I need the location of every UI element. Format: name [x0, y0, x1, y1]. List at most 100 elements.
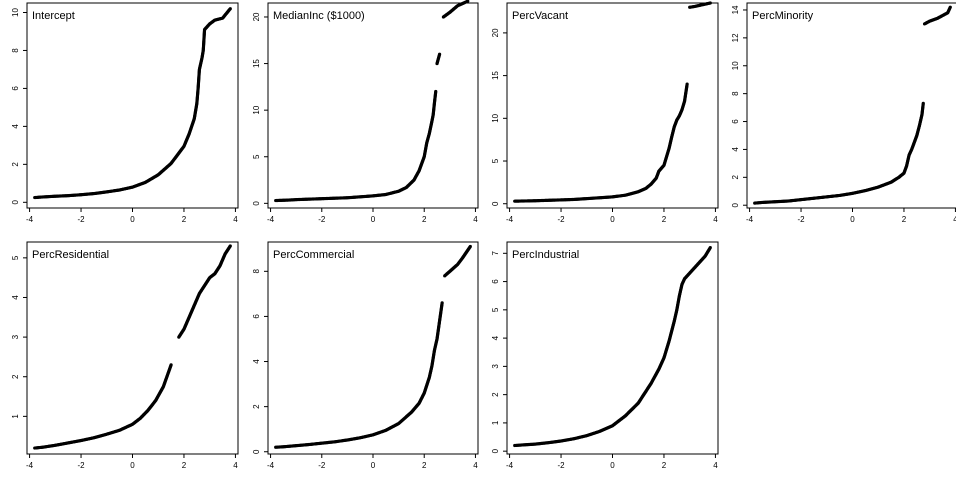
y-tick-label: 20 — [491, 28, 500, 37]
x-tick-label: 4 — [233, 215, 238, 224]
y-tick-label: 10 — [731, 61, 740, 70]
x-tick-label: -4 — [26, 215, 34, 224]
y-tick-label: 3 — [491, 364, 500, 369]
x-tick-label: -2 — [318, 215, 326, 224]
y-tick-label: 15 — [252, 59, 261, 68]
y-tick-label: 4 — [11, 124, 20, 129]
x-tick-label: -4 — [26, 461, 34, 470]
x-tick-label: 4 — [953, 215, 956, 224]
panel-title: MedianInc ($1000) — [273, 10, 365, 22]
y-tick-label: 5 — [491, 158, 500, 163]
data-point — [437, 52, 442, 56]
x-tick-label: 2 — [902, 215, 907, 224]
x-tick-label: 0 — [130, 215, 135, 224]
x-axis: -4 -2 0 2 4 — [746, 208, 956, 224]
y-tick-label: 4 — [491, 335, 500, 340]
y-tick-label: 2 — [11, 374, 20, 379]
data-point — [228, 244, 232, 248]
y-axis: 0 5 10 15 20 — [252, 12, 268, 206]
x-tick-label: 2 — [422, 215, 427, 224]
data-point — [466, 0, 470, 3]
panel-title: PercIndustrial — [512, 249, 579, 261]
y-tick-label: 2 — [11, 162, 20, 167]
data-point — [685, 82, 689, 86]
x-tick-label: 2 — [662, 215, 667, 224]
x-tick-label: 0 — [850, 215, 855, 224]
x-axis: -4 -2 0 2 4 — [267, 208, 478, 224]
x-tick-label: -4 — [506, 215, 514, 224]
x-tick-label: 4 — [713, 215, 718, 224]
y-tick-label: 3 — [11, 334, 20, 339]
x-tick-label: 0 — [371, 461, 376, 470]
y-axis: 0 2 4 6 8 — [252, 269, 268, 454]
qq-panel: MedianInc ($1000) -4 -2 0 2 4 0 5 10 15 20 — [252, 0, 479, 224]
plot-frame — [267, 2, 479, 209]
data-point — [434, 89, 438, 94]
plot-frame — [506, 2, 719, 209]
qq-panel: PercVacant -4 -2 0 2 4 0 5 10 15 20 — [491, 1, 719, 224]
y-tick-label: 0 — [491, 201, 500, 206]
data-point — [468, 244, 472, 249]
x-tick-label: 4 — [233, 461, 238, 470]
x-axis: -4 -2 0 2 4 — [267, 454, 478, 470]
y-tick-label: 14 — [731, 5, 740, 14]
x-tick-label: -2 — [557, 461, 565, 470]
y-tick-label: 1 — [11, 414, 20, 419]
plot-frame — [26, 2, 239, 209]
x-tick-label: 2 — [422, 461, 427, 470]
qq-panel: PercIndustrial -4 -2 0 2 4 0 1 2 3 4 5 6 7 — [491, 241, 719, 470]
y-tick-label: 12 — [731, 33, 740, 42]
data-point — [228, 7, 232, 11]
y-tick-label: 0 — [731, 202, 740, 207]
y-tick-label: 6 — [491, 279, 500, 284]
y-tick-label: 2 — [731, 175, 740, 180]
x-tick-label: -4 — [506, 461, 514, 470]
x-axis: -4 -2 0 2 4 — [506, 454, 718, 470]
y-axis: 0 1 2 3 4 5 6 7 — [491, 251, 507, 453]
y-tick-label: 0 — [11, 200, 20, 205]
x-tick-label: 4 — [713, 461, 718, 470]
qq-panel: PercCommercial -4 -2 0 2 4 0 2 4 6 8 — [252, 241, 479, 470]
x-tick-label: -2 — [77, 215, 85, 224]
y-tick-label: 1 — [491, 420, 500, 425]
y-axis: 0 5 10 15 20 — [491, 28, 507, 206]
y-tick-label: 5 — [252, 154, 261, 159]
x-axis: -4 -2 0 2 4 — [26, 454, 238, 470]
x-tick-label: -2 — [77, 461, 85, 470]
data-point — [708, 1, 712, 5]
data-points — [513, 1, 712, 203]
y-tick-label: 10 — [252, 105, 261, 114]
data-point — [169, 363, 173, 367]
x-tick-label: 0 — [130, 461, 135, 470]
plot-frame — [746, 2, 956, 209]
data-point — [948, 5, 952, 9]
x-axis: -4 -2 0 2 4 — [506, 208, 718, 224]
panel-title: Intercept — [32, 10, 75, 22]
y-tick-label: 8 — [11, 48, 20, 53]
y-tick-label: 0 — [252, 449, 261, 454]
y-axis: 0 2 4 6 8 10 12 14 — [731, 5, 747, 207]
data-points — [274, 244, 472, 449]
y-tick-label: 4 — [252, 359, 261, 364]
x-tick-label: -2 — [557, 215, 565, 224]
y-tick-label: 8 — [252, 269, 261, 274]
y-tick-label: 0 — [252, 201, 261, 206]
data-points — [33, 244, 232, 450]
y-axis: 1 2 3 4 5 — [11, 255, 27, 419]
x-tick-label: 2 — [182, 461, 187, 470]
panel-title: PercVacant — [512, 10, 568, 22]
x-tick-label: -4 — [746, 215, 754, 224]
x-axis: -4 -2 0 2 4 — [26, 208, 238, 224]
y-axis: 0 2 4 6 8 10 — [11, 7, 27, 205]
y-tick-label: 0 — [491, 448, 500, 453]
data-points — [33, 7, 232, 200]
plot-frame — [26, 241, 239, 455]
y-tick-label: 5 — [491, 307, 500, 312]
y-tick-label: 8 — [731, 91, 740, 96]
x-tick-label: -4 — [267, 215, 275, 224]
y-tick-label: 20 — [252, 12, 261, 21]
y-tick-label: 5 — [11, 255, 20, 260]
x-tick-label: 2 — [662, 461, 667, 470]
y-tick-label: 6 — [11, 86, 20, 91]
